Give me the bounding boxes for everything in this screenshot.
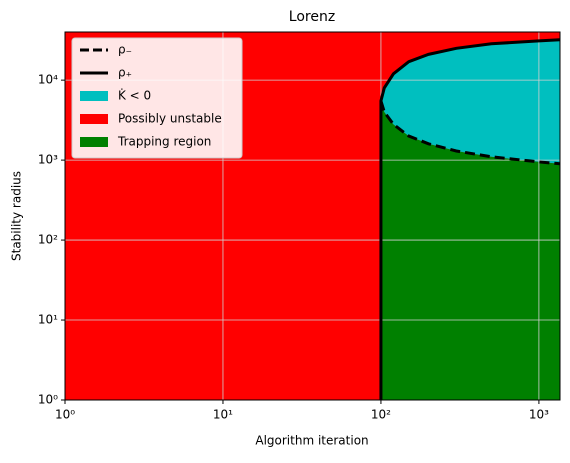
kdot-region <box>380 39 560 164</box>
x-tick-label: 10⁰ <box>55 408 75 422</box>
trapping-region <box>380 100 560 400</box>
legend-box <box>71 37 243 159</box>
legend-patch <box>80 137 108 147</box>
x-axis-label: Algorithm iteration <box>255 434 368 448</box>
y-tick-label: 10⁴ <box>38 73 58 87</box>
legend-patch <box>80 91 108 101</box>
legend-label: Possibly unstable <box>118 112 222 126</box>
legend-label: ρ₋ <box>118 43 132 57</box>
y-tick-label: 10¹ <box>38 313 58 327</box>
x-tick-label: 10¹ <box>213 408 233 422</box>
chart-title: Lorenz <box>289 9 335 25</box>
y-tick-label: 10⁰ <box>38 393 58 407</box>
plot-frame <box>64 31 561 401</box>
y-tick-label: 10³ <box>38 153 58 167</box>
legend-label: K̇ < 0 <box>118 88 151 102</box>
legend-patch <box>80 114 108 124</box>
series-line <box>379 100 560 166</box>
axes: 10⁰ 10¹ 10² 10³ 10⁰ 10¹ 10² 10³ 10⁴ ρ₋ ρ₊ K̇ < 0 Pos… <box>38 31 561 422</box>
x-tick-label: 10² <box>371 408 391 422</box>
y-axis-label: Stability radius <box>10 171 24 261</box>
series-line <box>379 38 560 400</box>
x-tick-label: 10³ <box>529 408 549 422</box>
legend-label: Trapping region <box>117 135 211 149</box>
y-tick-label: 10² <box>38 233 58 247</box>
legend-label: ρ₊ <box>118 66 132 80</box>
